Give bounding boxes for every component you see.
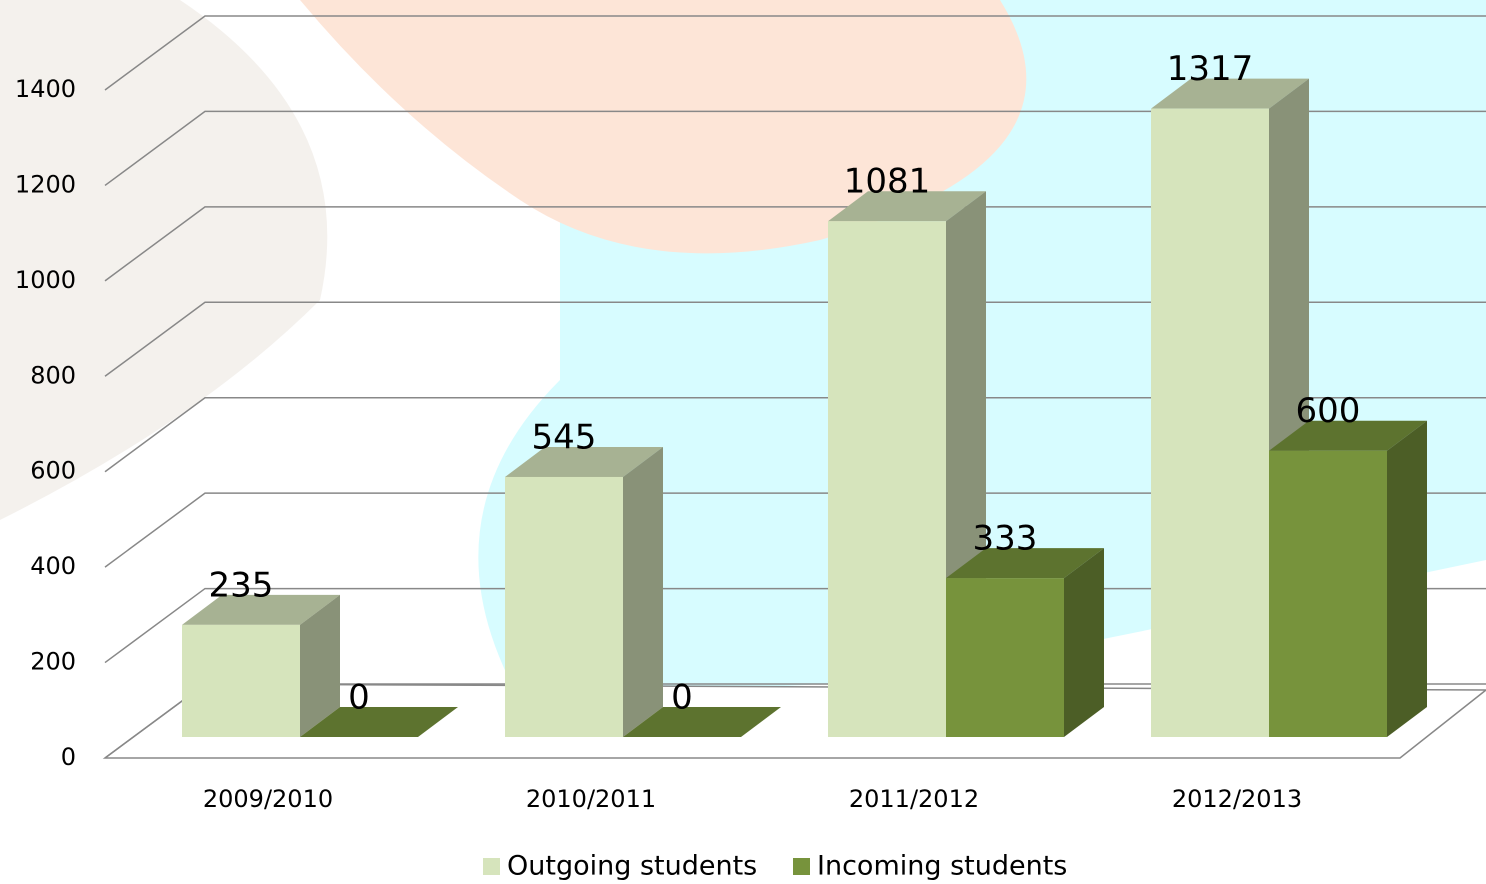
x-tick-label: 2011/2012	[849, 785, 979, 813]
bar	[946, 548, 1104, 737]
y-tick-label: 0	[61, 743, 76, 771]
value-label: 0	[671, 678, 693, 718]
x-tick-label: 2010/2011	[526, 785, 656, 813]
bar-side	[623, 447, 663, 737]
value-label: 1081	[844, 162, 931, 202]
value-label: 333	[973, 519, 1038, 559]
bar-front	[828, 221, 946, 737]
y-tick-label: 1400	[15, 75, 76, 103]
legend-swatch	[483, 858, 500, 875]
value-label: 545	[532, 417, 597, 457]
value-label: 235	[209, 565, 274, 605]
x-tick-label: 2012/2013	[1172, 785, 1302, 813]
y-tick-label: 800	[30, 361, 76, 389]
bar-front	[505, 477, 623, 737]
y-tick-label: 1200	[15, 170, 76, 198]
legend-label: Outgoing students	[507, 851, 757, 882]
bar-front	[182, 625, 300, 737]
y-tick-label: 200	[30, 648, 76, 676]
legend-swatch	[793, 858, 810, 875]
bar	[1269, 421, 1427, 737]
y-tick-label: 600	[30, 457, 76, 485]
legend-label: Incoming students	[817, 851, 1067, 882]
bar	[182, 595, 340, 737]
bar-side	[1064, 548, 1104, 737]
bar-front	[1269, 451, 1387, 737]
bar-front	[1151, 109, 1269, 737]
value-label: 0	[348, 678, 370, 718]
bar-front	[946, 578, 1064, 737]
value-label: 1317	[1167, 49, 1254, 89]
x-tick-label: 2009/2010	[203, 785, 333, 813]
y-tick-label: 1000	[15, 266, 76, 294]
bar	[505, 447, 663, 737]
chart: 0 200 400 600 800 1000 1200 1400 2009/2010 235 0 20…	[0, 0, 1486, 884]
value-label: 600	[1296, 391, 1361, 431]
bar-side	[1387, 421, 1427, 737]
y-tick-label: 400	[30, 552, 76, 580]
